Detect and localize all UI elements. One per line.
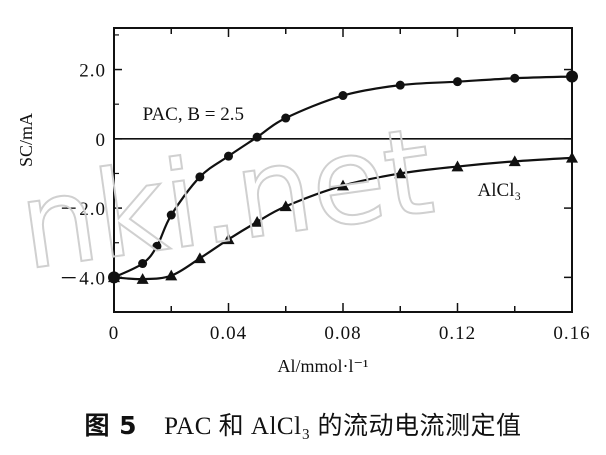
y-tick-label: －2.0 [59,199,106,220]
series-1-point [108,271,120,283]
series-0-point [395,80,405,90]
chart-svg: 0 0.04 0.08 0.12 0.16 －4.0 －2.0 0 2.0 Al/mmol·l⁻¹… [16,27,590,376]
y-tick-label: 0 [96,130,107,151]
x-tick-label: 0.12 [439,323,476,344]
figure-number: 图 5 [84,411,138,440]
series-0-point [152,241,162,251]
series-1-point [222,233,235,245]
series-0-point [138,259,148,269]
series-0-point [224,151,233,161]
series-0-point [252,132,262,142]
labels-layer: 0 0.04 0.08 0.12 0.16 －4.0 －2.0 0 2.0 Al/mmol·l⁻¹… [16,61,590,376]
x-tick-label: 0.04 [210,323,247,344]
series-1-point [566,151,578,163]
x-tick-label: 0 [109,323,120,344]
series-1-point [451,160,464,172]
x-tick-label: 0.16 [553,323,590,344]
x-axis-label: Al/mmol·l⁻¹ [278,356,369,376]
annotation-0: PAC, B = 2.5 [143,104,244,125]
chart: 0 0.04 0.08 0.12 0.16 －4.0 －2.0 0 2.0 Al/mmol·l⁻¹… [16,27,590,376]
series-1-point [251,215,264,227]
series-1-point [337,179,349,191]
x-tick-label: 0.08 [324,323,361,344]
series-1-point [394,167,407,179]
series-1-point [279,200,292,212]
series-0-point [281,113,291,123]
series-1-point [136,273,149,284]
series-1-point [165,269,178,281]
series-1-point [193,252,206,264]
series-0-point [510,73,520,83]
y-axis-label: SC/mA [16,113,36,167]
series-layer [108,70,578,284]
annotation-1: AlCl₃ [478,180,522,201]
ticks-layer [113,28,573,313]
figure-caption-text: PAC 和 AlCl₃ 的流动电流测定值 [164,413,522,440]
series-0-point [166,210,176,220]
series-0-point [338,91,348,101]
series-line-1 [113,156,573,281]
series-0-point [566,70,578,83]
series-1-point [508,155,521,167]
series-0-point [453,77,462,87]
figure-caption: 图 5 PAC 和 AlCl₃ 的流动电流测定值 [0,406,606,442]
y-tick-label: －4.0 [59,268,106,289]
y-tick-label: 2.0 [79,61,106,82]
series-0-point [195,172,205,182]
